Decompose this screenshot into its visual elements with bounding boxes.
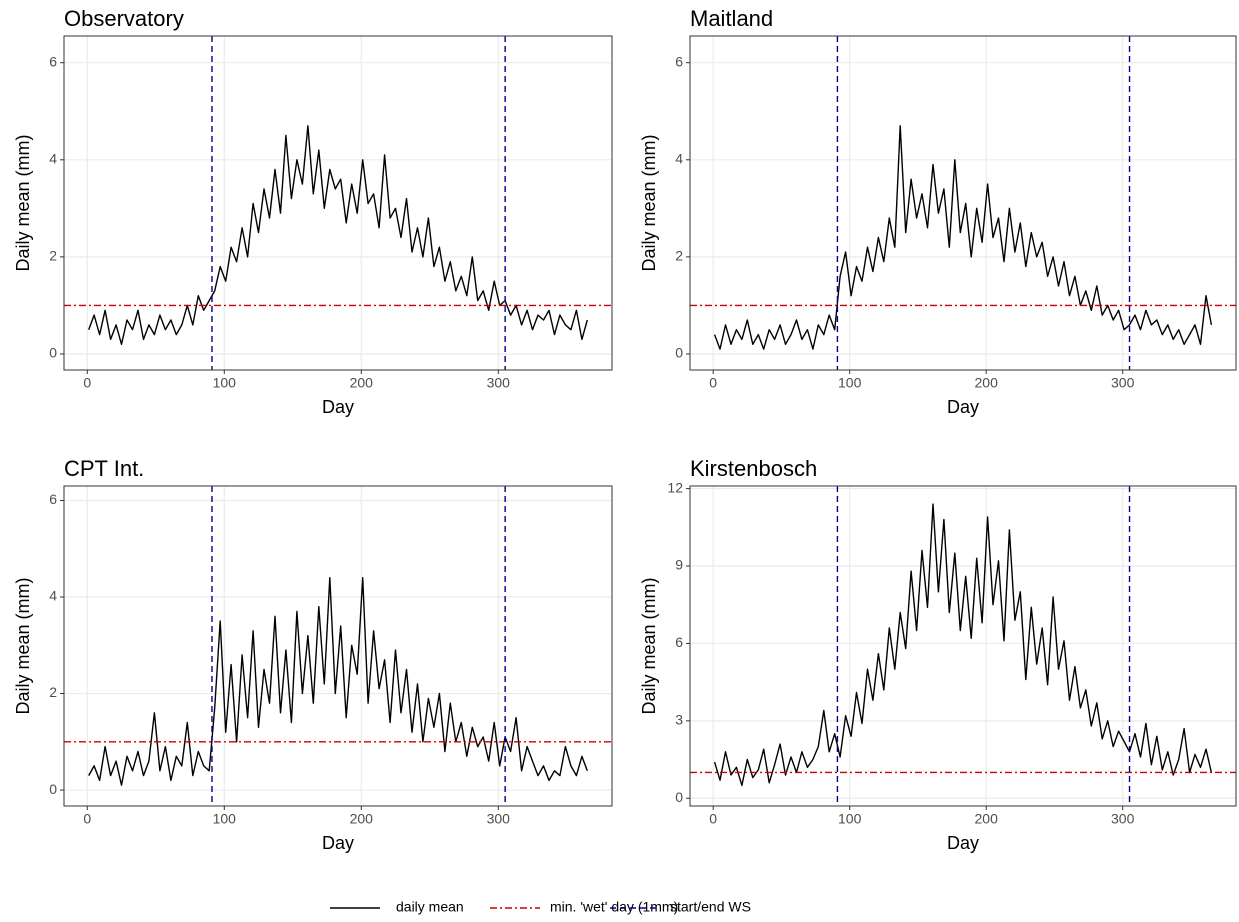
x-tick-label: 200 bbox=[975, 811, 999, 827]
y-tick-label: 6 bbox=[49, 53, 57, 69]
x-axis-label: Day bbox=[947, 833, 979, 853]
x-tick-label: 100 bbox=[838, 811, 862, 827]
plot-border bbox=[689, 35, 1237, 371]
y-tick-label: 0 bbox=[49, 781, 57, 797]
panel: 0 2 4 6 0 100 200 300 Maitland Day Daily mean (mm) bbox=[639, 6, 1237, 417]
y-tick-label: 4 bbox=[49, 150, 57, 166]
y-tick-label: 12 bbox=[667, 479, 683, 495]
y-axis-label: Daily mean (mm) bbox=[639, 134, 659, 271]
plot-background bbox=[64, 486, 612, 806]
legend-label: start/end WS bbox=[670, 899, 751, 915]
y-tick-label: 0 bbox=[675, 789, 683, 805]
panel-title: Observatory bbox=[64, 6, 184, 31]
y-tick-label: 2 bbox=[49, 248, 57, 264]
y-tick-label: 3 bbox=[675, 712, 683, 728]
x-tick-label: 200 bbox=[350, 811, 374, 827]
x-tick-label: 0 bbox=[709, 375, 717, 391]
panel-title: Maitland bbox=[690, 6, 773, 31]
y-axis-label: Daily mean (mm) bbox=[13, 577, 33, 714]
panel: 0 2 4 6 0 100 200 300 CPT Int. Day Daily mean (mm) bbox=[13, 456, 613, 853]
y-axis-label: Daily mean (mm) bbox=[13, 134, 33, 271]
x-axis-label: Day bbox=[322, 833, 354, 853]
x-tick-label: 100 bbox=[213, 811, 237, 827]
y-tick-label: 6 bbox=[675, 634, 683, 650]
x-tick-label: 200 bbox=[350, 375, 374, 391]
x-tick-label: 300 bbox=[1111, 811, 1135, 827]
plot-background bbox=[690, 36, 1236, 370]
y-tick-label: 4 bbox=[675, 150, 683, 166]
y-tick-label: 6 bbox=[675, 53, 683, 69]
x-tick-label: 300 bbox=[1111, 375, 1135, 391]
x-axis-label: Day bbox=[947, 397, 979, 417]
data-line bbox=[713, 125, 1213, 350]
x-tick-label: 0 bbox=[83, 811, 91, 827]
data-line bbox=[713, 503, 1213, 787]
y-tick-label: 2 bbox=[49, 684, 57, 700]
x-tick-label: 200 bbox=[975, 375, 999, 391]
y-tick-label: 9 bbox=[675, 557, 683, 573]
x-tick-label: 300 bbox=[487, 375, 511, 391]
x-tick-label: 0 bbox=[709, 811, 717, 827]
y-tick-label: 0 bbox=[675, 345, 683, 361]
y-tick-label: 2 bbox=[675, 248, 683, 264]
x-axis-label: Day bbox=[322, 397, 354, 417]
panel-title: Kirstenbosch bbox=[690, 456, 817, 481]
x-tick-label: 100 bbox=[213, 375, 237, 391]
x-tick-label: 300 bbox=[487, 811, 511, 827]
y-axis-label: Daily mean (mm) bbox=[639, 577, 659, 714]
plot-border bbox=[689, 485, 1237, 807]
legend-label: min. 'wet' day (1mm) bbox=[550, 899, 678, 915]
panel: 0 2 4 6 0 100 200 300 Observatory Day Daily mean (… bbox=[13, 6, 613, 417]
plot-background bbox=[690, 486, 1236, 806]
panel-title: CPT Int. bbox=[64, 456, 144, 481]
y-tick-label: 0 bbox=[49, 345, 57, 361]
plot-background bbox=[64, 36, 612, 370]
panel: 0 3 6 9 12 0 100 200 300 Kirstenbosch Day Daily mea… bbox=[639, 456, 1237, 853]
y-tick-label: 4 bbox=[49, 588, 57, 604]
x-tick-label: 0 bbox=[83, 375, 91, 391]
x-tick-label: 100 bbox=[838, 375, 862, 391]
plot-border bbox=[63, 35, 613, 371]
legend: daily mean min. 'wet' day (1mm)start/end … bbox=[330, 899, 751, 915]
data-line bbox=[88, 125, 588, 345]
plot-border bbox=[63, 485, 613, 807]
y-tick-label: 6 bbox=[49, 491, 57, 507]
legend-label: daily mean bbox=[396, 899, 464, 915]
